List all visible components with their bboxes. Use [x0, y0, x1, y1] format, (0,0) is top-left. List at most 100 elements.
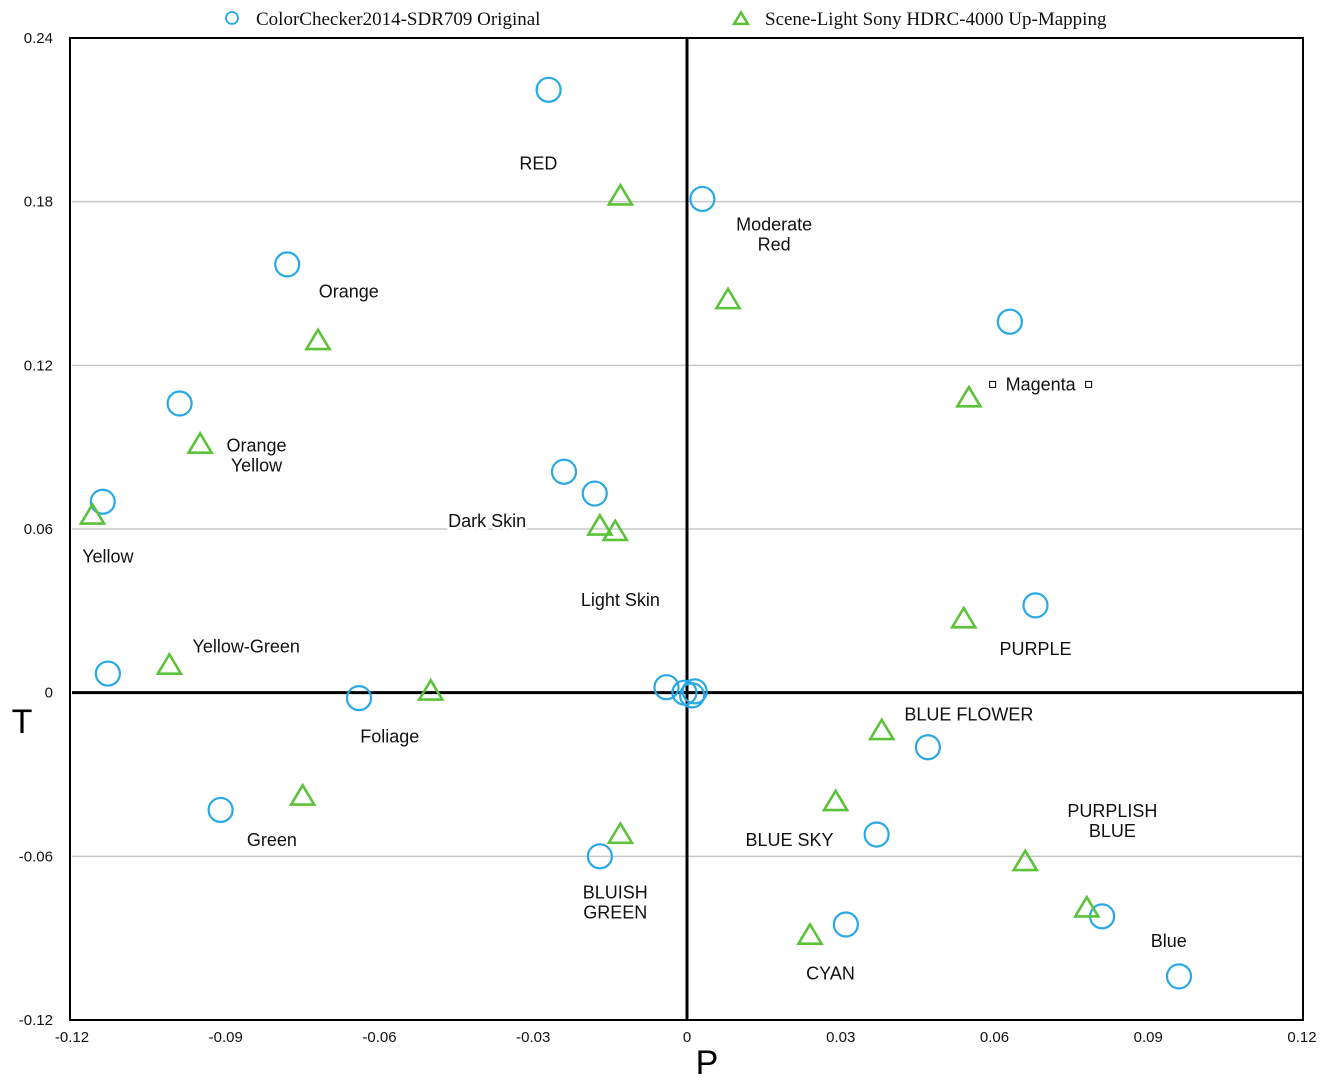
data-point-triangle	[304, 327, 332, 351]
data-point-triangle	[155, 651, 184, 675]
data-point-triangle	[955, 384, 983, 408]
x-tick-label: -0.03	[516, 1029, 550, 1046]
annotation: Foliage	[357, 723, 422, 749]
annotation-label: Orange	[319, 282, 379, 302]
y-tick-label: -0.12	[19, 1012, 53, 1029]
data-point-triangle	[867, 717, 896, 741]
data-point-circle	[1165, 963, 1193, 990]
y-tick-label: 0	[45, 685, 53, 702]
legend-marker-circle	[225, 11, 239, 25]
data-point-triangle	[1011, 848, 1040, 872]
annotation-label: Magenta	[1006, 374, 1077, 394]
data-point-circle	[550, 458, 578, 485]
annotation-label: RED	[519, 153, 557, 173]
data-point-triangle	[606, 820, 635, 845]
annotation-handle	[1085, 380, 1093, 388]
x-tick-label: -0.06	[362, 1029, 396, 1046]
x-tick-label: 0.03	[826, 1029, 855, 1046]
data-point-circle	[653, 674, 680, 701]
data-point-triangle	[949, 605, 978, 629]
annotation: Green	[244, 827, 300, 853]
x-tick-label: 0.06	[980, 1029, 1009, 1046]
annotation: Light Skin	[578, 587, 663, 613]
annotation: Dark Skin	[445, 508, 529, 534]
series-layer	[78, 76, 1193, 990]
series-circle	[89, 76, 1193, 990]
data-point-triangle	[186, 430, 214, 454]
data-point-circle	[681, 678, 708, 705]
legend-item: ColorChecker2014-SDR709 Original	[225, 9, 540, 30]
data-point-circle	[832, 911, 859, 938]
legend-item: Scene-Light Sony HDRC-4000 Up-Mapping	[731, 9, 1107, 30]
annotation-label: BLUISH	[583, 883, 648, 903]
annotation-label: PURPLE	[999, 639, 1071, 659]
x-tick-label: -0.09	[209, 1029, 243, 1046]
annotation-label: PURPLISH	[1067, 801, 1157, 821]
data-point-circle	[689, 185, 716, 213]
data-point-circle	[166, 390, 193, 417]
annotation: BLUE SKY	[742, 827, 836, 853]
legend-marker-triangle	[731, 9, 751, 26]
x-tick-label: 0.09	[1134, 1029, 1163, 1046]
legend: ColorChecker2014-SDR709 Original Scene-Li…	[225, 9, 1107, 30]
legend-label: ColorChecker2014-SDR709 Original	[256, 9, 540, 30]
annotation-label: CYAN	[806, 964, 855, 984]
annotation-label: Yellow	[82, 546, 134, 566]
annotation-label: Dark Skin	[448, 511, 526, 531]
annotation: PURPLE	[996, 636, 1074, 662]
annotation: CYAN	[803, 961, 858, 987]
x-tick-label: 0	[683, 1029, 691, 1046]
annotation: Yellow-Green	[190, 633, 303, 659]
legend-label: Scene-Light Sony HDRC-4000 Up-Mapping	[765, 9, 1107, 30]
data-point-circle	[345, 685, 373, 712]
data-point-circle	[1022, 592, 1049, 619]
data-point-circle	[586, 843, 613, 870]
data-point-triangle	[714, 286, 742, 310]
annotation: Blue	[1148, 928, 1190, 954]
data-point-triangle	[606, 182, 635, 206]
annotation-label: BLUE FLOWER	[904, 704, 1033, 724]
annotation-label: Foliage	[360, 726, 419, 746]
x-axis-label: P	[696, 1044, 719, 1080]
annotation-handle	[989, 380, 997, 388]
data-point-circle	[535, 76, 562, 103]
y-tick-label: -0.06	[19, 848, 53, 865]
data-point-triangle	[586, 512, 614, 536]
annotation-label: Light Skin	[581, 590, 660, 610]
annotation-label: Blue	[1151, 931, 1187, 951]
y-tick-labels: 0.24 0.18 0.12 0.06 0 -0.06 -0.12	[19, 30, 53, 1029]
data-point-circle	[274, 251, 301, 278]
annotation-label: Orange	[226, 435, 286, 455]
data-point-circle	[581, 480, 608, 507]
annotation-label: Yellow-Green	[193, 636, 300, 656]
data-point-circle	[89, 488, 116, 515]
x-tick-label: -0.12	[55, 1029, 89, 1046]
annotation-label: Yellow	[231, 455, 283, 475]
data-point-circle	[863, 821, 890, 848]
data-point-circle	[914, 734, 941, 761]
y-tick-label: 0.24	[24, 30, 53, 47]
data-point-triangle	[416, 677, 445, 701]
annotation: RED	[516, 150, 560, 176]
annotation: Yellow	[79, 543, 137, 569]
y-tick-label: 0.06	[24, 521, 53, 538]
annotation: BLUE FLOWER	[901, 701, 1036, 727]
y-tick-label: 0.18	[24, 194, 53, 211]
zero-axes	[72, 38, 1302, 1020]
annotation-label: BLUE SKY	[745, 830, 833, 850]
data-point-triangle	[601, 518, 630, 542]
annotations: REDModerateRedOrangeMagentaOrangeYellowD…	[79, 150, 1190, 987]
x-tick-label: 0.12	[1287, 1029, 1316, 1046]
data-point-triangle	[288, 782, 317, 806]
y-tick-label: 0.12	[24, 357, 53, 374]
series-triangle	[78, 182, 1101, 945]
annotation: Magenta	[989, 371, 1093, 397]
data-point-triangle	[796, 921, 824, 945]
annotation-label: GREEN	[583, 903, 647, 923]
data-point-circle	[679, 682, 706, 709]
